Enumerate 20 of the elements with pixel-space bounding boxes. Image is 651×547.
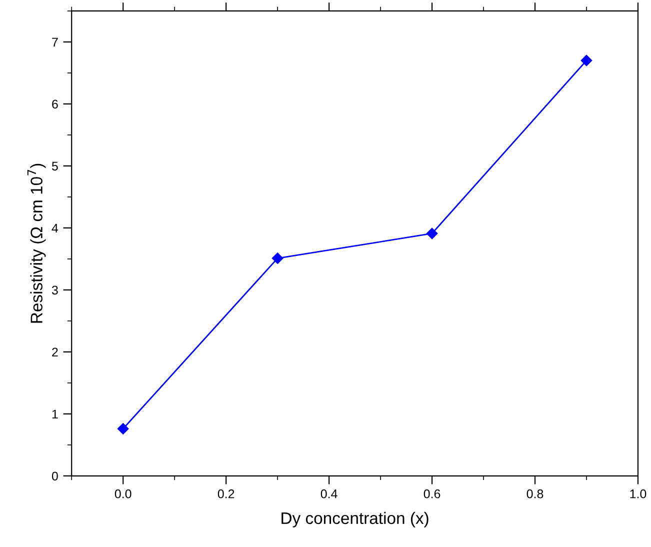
point	[580, 54, 592, 66]
x-tick-label: 0.4	[320, 489, 338, 498]
x-tick-label: 1.0	[630, 489, 646, 498]
y-tick-label: 4	[52, 224, 58, 232]
y-tick-label: 7	[52, 38, 58, 46]
y-tick-label: 1	[52, 410, 58, 418]
x-tick-label: 0.0	[114, 489, 132, 498]
y-tick-label: 5	[52, 162, 58, 171]
x-tick-label: 0.2	[218, 489, 234, 498]
point	[117, 423, 129, 434]
y-tick-label: 3	[52, 286, 58, 295]
point	[272, 252, 284, 264]
point	[426, 228, 438, 240]
x-tick-label: 0.6	[424, 489, 440, 498]
y-tick-label: 0	[52, 472, 58, 481]
x-axis-title: Dy concentration (x)	[282, 512, 428, 528]
y-tick-label: 2	[52, 348, 58, 356]
x-tick-label: 0.8	[526, 489, 544, 498]
y-axis-title: Resistivity (Ω cm 10$^{7}$)	[27, 164, 46, 323]
y-tick-label: 6	[52, 100, 58, 109]
